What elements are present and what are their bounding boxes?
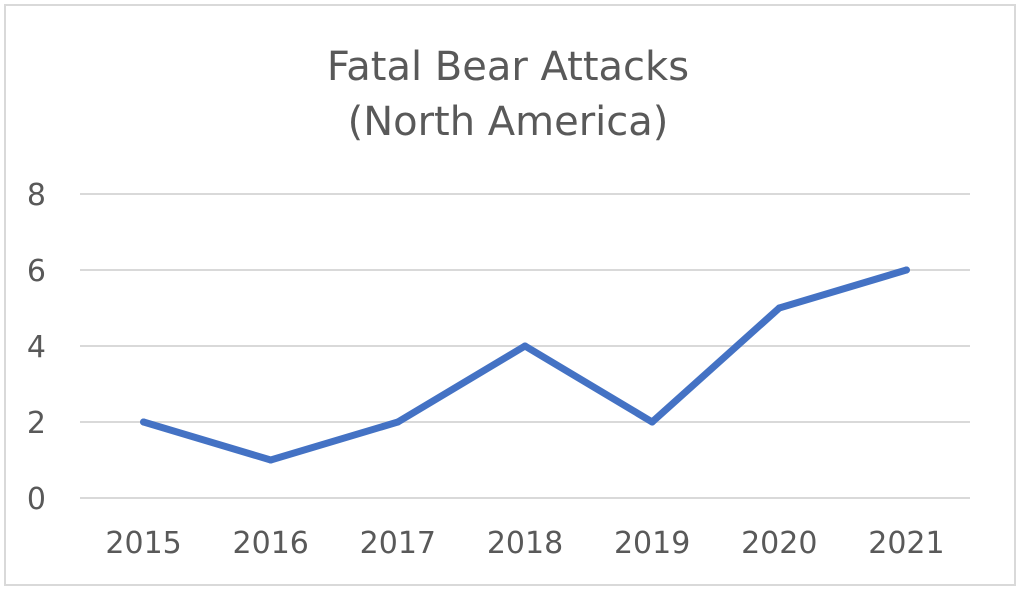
x-axis-ticks: 2015 2016 2017 2018 2019 2020 2021: [105, 526, 944, 561]
chart-frame: [4, 4, 1016, 586]
y-tick-label: 0: [27, 482, 46, 517]
y-tick-label: 2: [27, 406, 46, 441]
x-tick-label: 2017: [360, 526, 436, 561]
data-point-2021: [902, 266, 910, 274]
y-tick-label: 6: [27, 254, 46, 289]
data-point-2016: [267, 456, 275, 464]
y-tick-label: 4: [27, 330, 46, 365]
x-tick-label: 2021: [868, 526, 944, 561]
x-tick-label: 2020: [741, 526, 817, 561]
data-point-2019: [648, 418, 656, 426]
data-point-2018: [521, 342, 529, 350]
data-point-2015: [140, 418, 148, 426]
x-tick-label: 2015: [105, 526, 181, 561]
chart-subtitle: (North America): [348, 99, 669, 145]
x-tick-label: 2018: [487, 526, 563, 561]
data-point-2017: [394, 418, 402, 426]
series-line: [140, 266, 910, 464]
data-point-2020: [775, 304, 783, 312]
y-axis-ticks: 0 2 4 6 8: [27, 178, 46, 517]
x-tick-label: 2016: [233, 526, 309, 561]
series-layer: [140, 266, 910, 464]
chart-title: Fatal Bear Attacks: [327, 44, 689, 90]
x-tick-label: 2019: [614, 526, 690, 561]
gridlines: [80, 193, 970, 499]
y-tick-label: 8: [27, 178, 46, 213]
